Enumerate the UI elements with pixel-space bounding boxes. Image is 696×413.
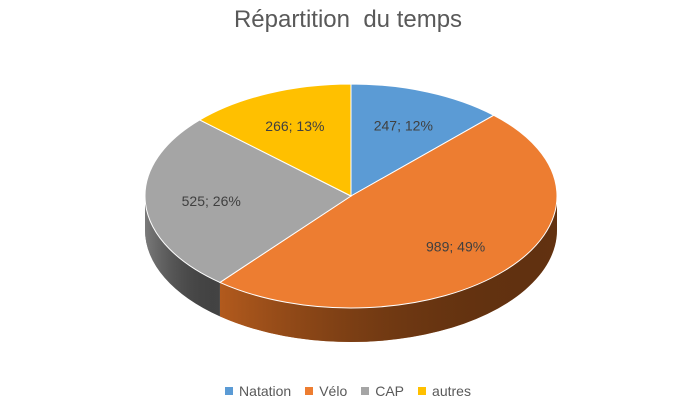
legend-item-vélo: Vélo bbox=[305, 383, 347, 399]
legend-swatch-natation bbox=[225, 387, 234, 395]
legend-label-vélo: Vélo bbox=[319, 383, 348, 399]
pie-slice-cap bbox=[144, 119, 352, 283]
legend: Natation Vélo CAP autres bbox=[0, 383, 696, 399]
data-label-autres: 266; 13% bbox=[265, 118, 324, 134]
legend-label-cap: CAP bbox=[375, 383, 405, 399]
legend-label-natation: Natation bbox=[239, 383, 292, 399]
data-label-natation: 247; 12% bbox=[374, 117, 433, 133]
pie-slice-natation bbox=[350, 83, 495, 197]
pie-slice-vélo bbox=[218, 114, 558, 309]
pie-side-shade-cap bbox=[145, 196, 220, 317]
legend-item-autres: autres bbox=[418, 383, 471, 399]
legend-swatch-autres bbox=[418, 387, 427, 395]
legend-item-natation: Natation bbox=[225, 383, 291, 399]
legend-swatch-vélo bbox=[305, 387, 314, 395]
data-label-vélo: 989; 49% bbox=[426, 239, 485, 255]
data-label-cap: 525; 26% bbox=[182, 193, 241, 209]
pie-slice-autres bbox=[198, 83, 352, 197]
legend-swatch-cap bbox=[361, 387, 370, 395]
legend-item-cap: CAP bbox=[361, 383, 404, 399]
chart-title: Répartition du temps bbox=[233, 6, 463, 33]
legend-label-autres: autres bbox=[432, 383, 471, 399]
